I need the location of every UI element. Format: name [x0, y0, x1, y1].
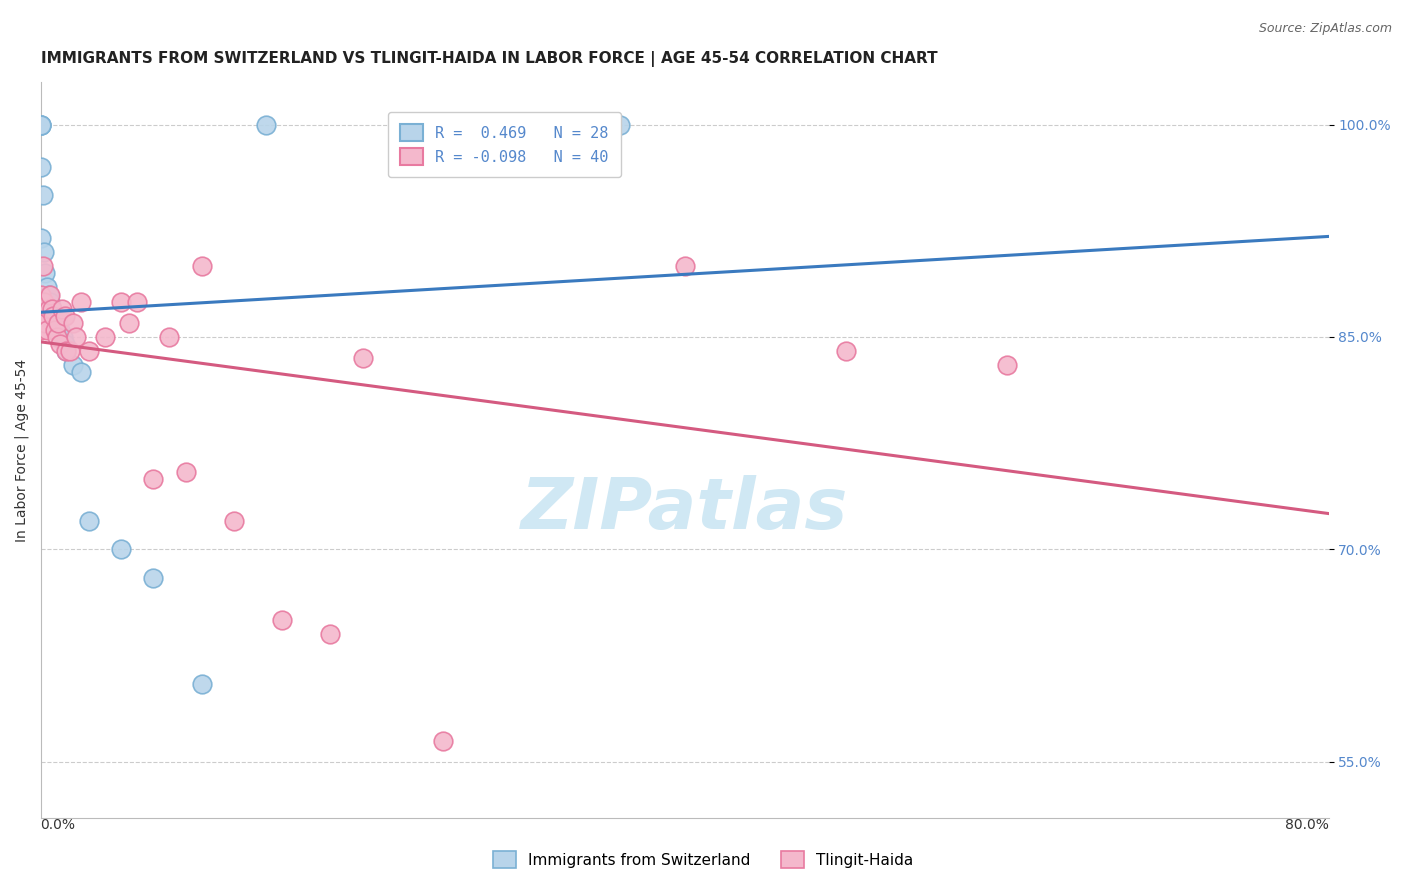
Point: [32, 294, 55, 309]
Point: [70, 294, 93, 309]
Point: [41, 301, 63, 316]
Point: [55, 344, 77, 359]
Point: [58, 344, 80, 359]
Point: [30, 118, 52, 132]
Point: [39, 287, 62, 301]
Point: [62, 316, 84, 330]
Text: ZIPatlas: ZIPatlas: [522, 475, 848, 543]
Point: [35, 280, 58, 294]
Point: [77, 344, 100, 359]
Point: [51, 301, 73, 316]
Point: [49, 323, 72, 337]
Text: 80.0%: 80.0%: [1285, 818, 1329, 832]
Text: Source: ZipAtlas.com: Source: ZipAtlas.com: [1258, 22, 1392, 36]
Point: [46, 316, 69, 330]
Point: [174, 465, 197, 479]
Point: [127, 294, 149, 309]
Point: [70, 365, 93, 379]
Point: [271, 613, 294, 627]
Point: [45, 309, 67, 323]
Point: [31, 309, 53, 323]
Point: [190, 259, 212, 273]
Point: [30, 323, 52, 337]
Point: [46, 323, 69, 337]
Point: [319, 627, 342, 641]
Point: [34, 316, 56, 330]
Point: [30, 316, 52, 330]
Point: [55, 344, 77, 359]
Point: [157, 330, 180, 344]
Point: [190, 677, 212, 691]
Legend: R =  0.469   N = 28, R = -0.098   N = 40: R = 0.469 N = 28, R = -0.098 N = 40: [388, 112, 621, 178]
Point: [142, 571, 165, 585]
Point: [32, 245, 55, 260]
Point: [44, 316, 66, 330]
Point: [39, 294, 62, 309]
Point: [53, 309, 76, 323]
Point: [995, 359, 1018, 373]
Point: [32, 188, 55, 202]
Point: [53, 337, 76, 351]
Point: [42, 309, 65, 323]
Point: [222, 514, 245, 528]
Point: [142, 472, 165, 486]
Point: [94, 330, 117, 344]
Point: [62, 359, 84, 373]
Point: [609, 118, 631, 132]
Point: [352, 351, 374, 366]
Point: [44, 323, 66, 337]
Point: [110, 294, 132, 309]
Point: [41, 301, 63, 316]
Point: [254, 118, 277, 132]
Point: [30, 287, 52, 301]
Point: [432, 733, 454, 747]
Point: [42, 309, 65, 323]
Point: [38, 287, 60, 301]
Point: [30, 118, 52, 132]
Point: [30, 118, 52, 132]
Point: [118, 316, 141, 330]
Point: [49, 337, 72, 351]
Point: [34, 266, 56, 280]
Point: [30, 160, 52, 174]
Point: [834, 344, 856, 359]
Point: [32, 259, 55, 273]
Point: [65, 330, 87, 344]
Legend: Immigrants from Switzerland, Tlingit-Haida: Immigrants from Switzerland, Tlingit-Hai…: [485, 844, 921, 875]
Y-axis label: In Labor Force | Age 45-54: In Labor Force | Age 45-54: [15, 359, 30, 541]
Point: [110, 542, 132, 557]
Text: IMMIGRANTS FROM SWITZERLAND VS TLINGIT-HAIDA IN LABOR FORCE | AGE 45-54 CORRELAT: IMMIGRANTS FROM SWITZERLAND VS TLINGIT-H…: [41, 51, 938, 67]
Text: 0.0%: 0.0%: [41, 818, 76, 832]
Point: [673, 259, 696, 273]
Point: [30, 231, 52, 245]
Point: [35, 323, 58, 337]
Point: [38, 301, 60, 316]
Point: [77, 514, 100, 528]
Point: [45, 330, 67, 344]
Point: [52, 330, 75, 344]
